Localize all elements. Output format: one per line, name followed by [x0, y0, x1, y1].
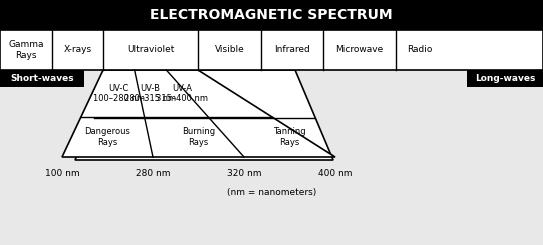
Bar	[0, 30, 543, 70]
Text: Ultraviolet: Ultraviolet	[127, 46, 174, 54]
Polygon shape	[62, 70, 335, 157]
Bar	[467, 70, 543, 87]
Text: ELECTROMAGNETIC SPECTRUM: ELECTROMAGNETIC SPECTRUM	[150, 8, 393, 22]
Text: 100 nm: 100 nm	[45, 169, 79, 177]
Text: Gamma
Rays: Gamma Rays	[8, 40, 43, 60]
Text: Short-waves: Short-waves	[10, 74, 74, 83]
Text: Dangerous
Rays: Dangerous Rays	[85, 127, 130, 147]
Text: Burning
Rays: Burning Rays	[182, 127, 215, 147]
Text: Radio: Radio	[407, 46, 432, 54]
Polygon shape	[75, 70, 333, 160]
Text: 280 nm: 280 nm	[136, 169, 171, 177]
Bar	[0, 0, 543, 30]
Text: UV-B
280–315 nm: UV-B 280–315 nm	[124, 84, 176, 103]
Text: Tanning
Rays: Tanning Rays	[273, 127, 306, 147]
Text: Long-waves: Long-waves	[475, 74, 535, 83]
Text: Microwave: Microwave	[336, 46, 384, 54]
Text: 400 nm: 400 nm	[318, 169, 352, 177]
Text: (nm = nanometers): (nm = nanometers)	[227, 188, 316, 197]
Text: UV-A
315–400 nm: UV-A 315–400 nm	[156, 84, 208, 103]
Text: 320 nm: 320 nm	[227, 169, 261, 177]
Text: Visible: Visible	[214, 46, 244, 54]
Text: UV-C
100–280 nm: UV-C 100–280 nm	[93, 84, 145, 103]
Bar	[0, 70, 84, 87]
Text: X-rays: X-rays	[64, 46, 91, 54]
Text: Infrared: Infrared	[274, 46, 310, 54]
